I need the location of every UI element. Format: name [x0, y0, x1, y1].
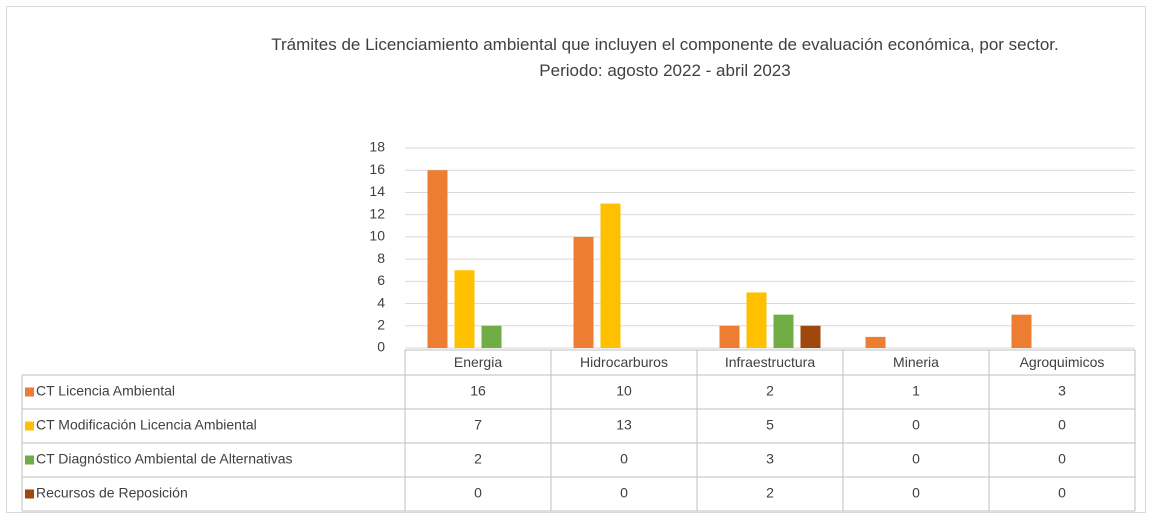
bar: [600, 203, 621, 348]
legend-label: CT Modificación Licencia Ambiental: [36, 417, 257, 433]
y-tick-label: 8: [377, 250, 385, 266]
table-value: 0: [474, 485, 482, 501]
bar: [719, 325, 740, 348]
table-value: 3: [1058, 383, 1066, 399]
legend-swatch: [25, 421, 34, 431]
bar: [1011, 314, 1032, 348]
bar: [454, 270, 475, 348]
y-tick-label: 12: [369, 205, 385, 221]
y-tick-label: 0: [377, 339, 385, 355]
chart-frame: [6, 6, 1146, 513]
bar: [773, 314, 794, 348]
bar: [800, 325, 821, 348]
table-value: 13: [616, 417, 632, 433]
y-tick-label: 18: [369, 139, 385, 155]
table-value: 5: [766, 417, 774, 433]
bar: [573, 236, 594, 348]
y-tick-label: 14: [369, 183, 385, 199]
table-value: 2: [766, 383, 774, 399]
table-value: 0: [1058, 451, 1066, 467]
y-tick-label: 16: [369, 161, 385, 177]
x-tick-label: Hidrocarburos: [580, 354, 668, 370]
chart-title: Trámites de Licenciamiento ambiental que…: [271, 35, 1059, 54]
x-tick-label: Energia: [454, 354, 502, 370]
legend-swatch: [25, 489, 34, 499]
bar: [481, 325, 502, 348]
x-tick-label: Mineria: [893, 354, 939, 370]
bar: [865, 336, 886, 348]
legend-label: CT Licencia Ambiental: [36, 383, 175, 399]
table-value: 0: [912, 485, 920, 501]
legend-label: Recursos de Reposición: [36, 485, 188, 501]
y-tick-label: 4: [377, 294, 385, 310]
table-value: 2: [474, 451, 482, 467]
chart-subtitle: Periodo: agosto 2022 - abril 2023: [539, 61, 791, 80]
legend-swatch: [25, 387, 34, 397]
x-tick-label: Infraestructura: [725, 354, 815, 370]
table-value: 10: [616, 383, 632, 399]
table-value: 7: [474, 417, 482, 433]
y-tick-label: 10: [369, 228, 385, 244]
x-tick-label: Agroquimicos: [1020, 354, 1105, 370]
y-tick-label: 6: [377, 272, 385, 288]
table-value: 0: [912, 417, 920, 433]
table-value: 16: [470, 383, 486, 399]
y-tick-label: 2: [377, 316, 385, 332]
table-value: 3: [766, 451, 774, 467]
titles: Trámites de Licenciamiento ambiental que…: [200, 32, 1130, 84]
table-value: 2: [766, 485, 774, 501]
table-value: 1: [912, 383, 920, 399]
bar: [427, 170, 448, 348]
table-value: 0: [620, 485, 628, 501]
legend-label: CT Diagnóstico Ambiental de Alternativas: [36, 451, 293, 467]
bar: [746, 292, 767, 348]
table-value: 0: [620, 451, 628, 467]
table-value: 0: [912, 451, 920, 467]
table-value: 0: [1058, 417, 1066, 433]
table-value: 0: [1058, 485, 1066, 501]
legend-swatch: [25, 455, 34, 465]
